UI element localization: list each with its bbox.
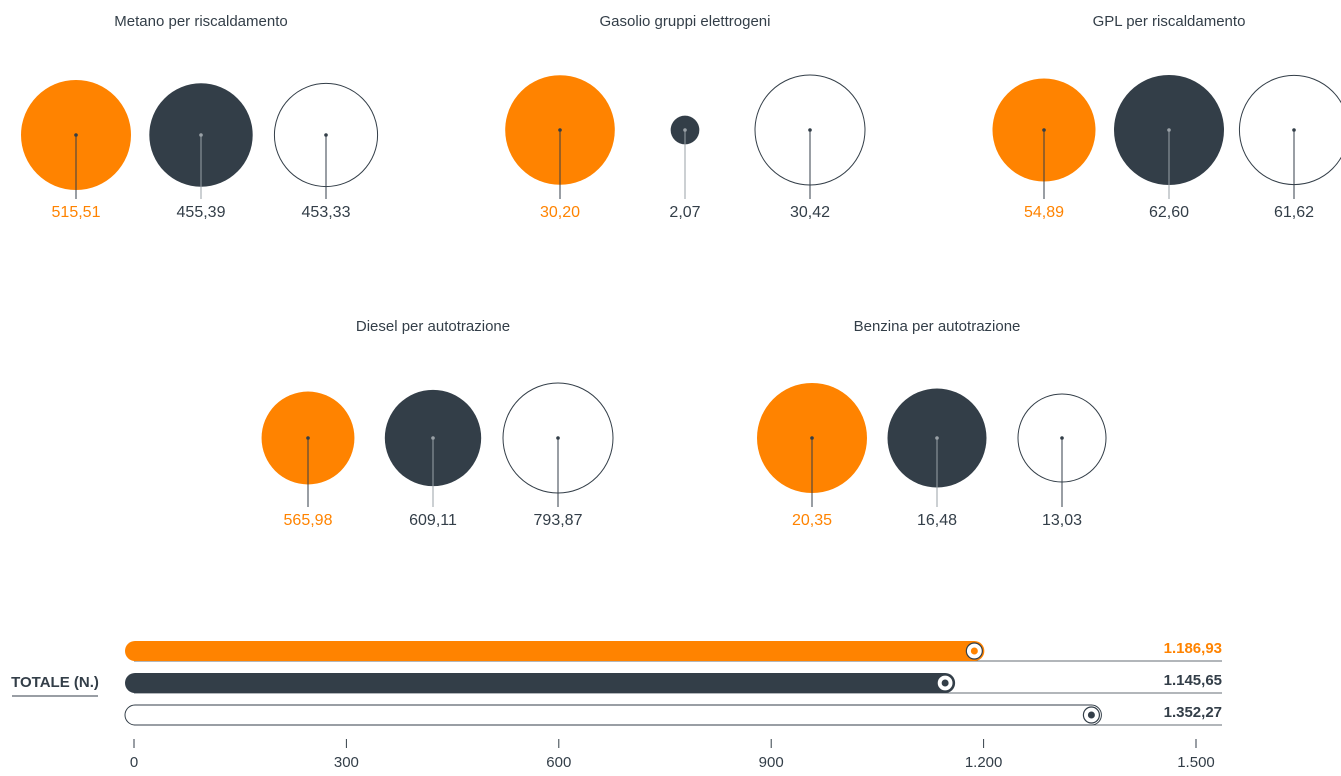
value-label: 515,51 — [52, 204, 101, 221]
group-title: Diesel per autotrazione — [356, 318, 510, 335]
value-label: 793,87 — [534, 512, 583, 529]
total-value: 1.186,93 — [1164, 640, 1222, 657]
value-label: 62,60 — [1149, 204, 1189, 221]
total-value: 1.352,27 — [1164, 704, 1222, 721]
x-tick-label: 1.500 — [1177, 754, 1215, 771]
group-title: Gasolio gruppi elettrogeni — [600, 13, 771, 30]
x-tick-label: 900 — [759, 754, 784, 771]
value-label: 30,42 — [790, 204, 830, 221]
center-dot — [199, 133, 203, 137]
value-label: 2,07 — [669, 204, 700, 221]
value-label: 13,03 — [1042, 512, 1082, 529]
x-tick-label: 0 — [130, 754, 138, 771]
value-label: 20,35 — [792, 512, 832, 529]
center-dot — [324, 133, 328, 137]
value-label: 565,98 — [284, 512, 333, 529]
group-title: GPL per riscaldamento — [1093, 13, 1246, 30]
bar-end-dot — [941, 679, 949, 687]
value-label: 609,11 — [409, 512, 457, 529]
bar — [125, 641, 985, 661]
center-dot — [683, 128, 687, 132]
value-label: 455,39 — [177, 204, 226, 221]
value-label: 61,62 — [1274, 204, 1314, 221]
value-label: 54,89 — [1024, 204, 1064, 221]
value-label: 453,33 — [302, 204, 351, 221]
center-dot — [808, 128, 812, 132]
total-value: 1.145,65 — [1164, 672, 1222, 689]
center-dot — [935, 436, 939, 440]
group-title: Metano per riscaldamento — [114, 13, 287, 30]
bar — [125, 673, 956, 693]
value-label: 16,48 — [917, 512, 957, 529]
bar — [124, 704, 1102, 726]
center-dot — [558, 128, 562, 132]
x-tick-label: 300 — [334, 754, 359, 771]
center-dot — [431, 436, 435, 440]
bubble — [1238, 74, 1341, 186]
total-label: TOTALE (N.) — [11, 674, 99, 691]
center-dot — [306, 436, 310, 440]
value-label: 30,20 — [540, 204, 580, 221]
bar-end-dot — [1087, 711, 1095, 719]
center-dot — [810, 436, 814, 440]
center-dot — [1292, 128, 1296, 132]
center-dot — [74, 133, 78, 137]
group-title: Benzina per autotrazione — [854, 318, 1021, 335]
x-tick-label: 1.200 — [965, 754, 1003, 771]
center-dot — [556, 436, 560, 440]
bar-end-dot — [970, 647, 978, 655]
center-dot — [1167, 128, 1171, 132]
center-dot — [1042, 128, 1046, 132]
center-dot — [1060, 436, 1064, 440]
x-tick-label: 600 — [546, 754, 571, 771]
